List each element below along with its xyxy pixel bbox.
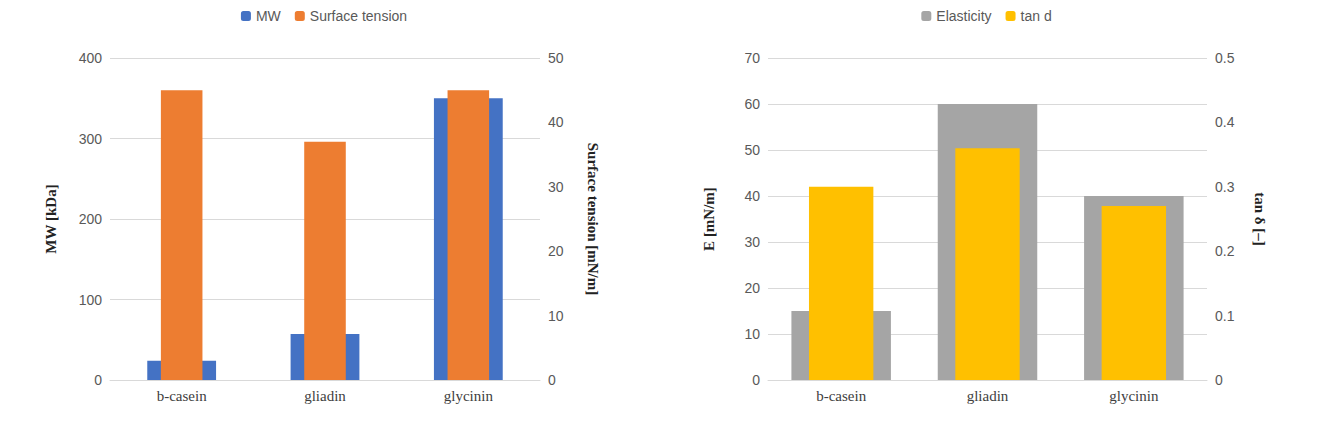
svg-text:gliadin: gliadin <box>967 388 1009 404</box>
svg-text:300: 300 <box>79 131 103 147</box>
svg-text:40: 40 <box>548 114 564 130</box>
svg-text:Elasticity: Elasticity <box>936 8 991 24</box>
svg-text:50: 50 <box>548 50 564 66</box>
svg-text:tan δ [–]: tan δ [–] <box>1252 192 1268 246</box>
svg-text:0: 0 <box>548 372 556 388</box>
svg-text:MW [kDa]: MW [kDa] <box>43 184 59 253</box>
svg-text:0: 0 <box>1215 372 1223 388</box>
svg-text:MW: MW <box>256 8 282 24</box>
svg-text:glycinin: glycinin <box>444 388 494 404</box>
svg-text:10: 10 <box>548 308 564 324</box>
svg-text:100: 100 <box>79 292 103 308</box>
svg-text:0.5: 0.5 <box>1215 50 1235 66</box>
svg-text:200: 200 <box>79 211 103 227</box>
svg-text:b-casein: b-casein <box>816 388 866 404</box>
svg-text:glycinin: glycinin <box>1109 388 1159 404</box>
svg-text:tan d: tan d <box>1021 8 1052 24</box>
svg-text:20: 20 <box>548 243 564 259</box>
svg-text:0.4: 0.4 <box>1215 114 1235 130</box>
svg-text:Surface tension: Surface tension <box>310 8 407 24</box>
svg-text:50: 50 <box>744 142 760 158</box>
svg-text:60: 60 <box>744 96 760 112</box>
svg-text:0: 0 <box>752 372 760 388</box>
svg-text:0.1: 0.1 <box>1215 308 1235 324</box>
svg-text:10: 10 <box>744 326 760 342</box>
svg-text:0.2: 0.2 <box>1215 243 1235 259</box>
svg-text:E [mN/m]: E [mN/m] <box>701 187 717 251</box>
svg-text:0.3: 0.3 <box>1215 179 1235 195</box>
svg-text:70: 70 <box>744 50 760 66</box>
svg-text:b-casein: b-casein <box>157 388 207 404</box>
svg-text:40: 40 <box>744 188 760 204</box>
svg-text:30: 30 <box>548 179 564 195</box>
svg-text:Surface tension [mN/m]: Surface tension [mN/m] <box>585 143 601 295</box>
svg-text:gliadin: gliadin <box>304 388 346 404</box>
svg-text:30: 30 <box>744 234 760 250</box>
svg-text:0: 0 <box>94 372 102 388</box>
svg-text:20: 20 <box>744 280 760 296</box>
svg-text:400: 400 <box>79 50 103 66</box>
